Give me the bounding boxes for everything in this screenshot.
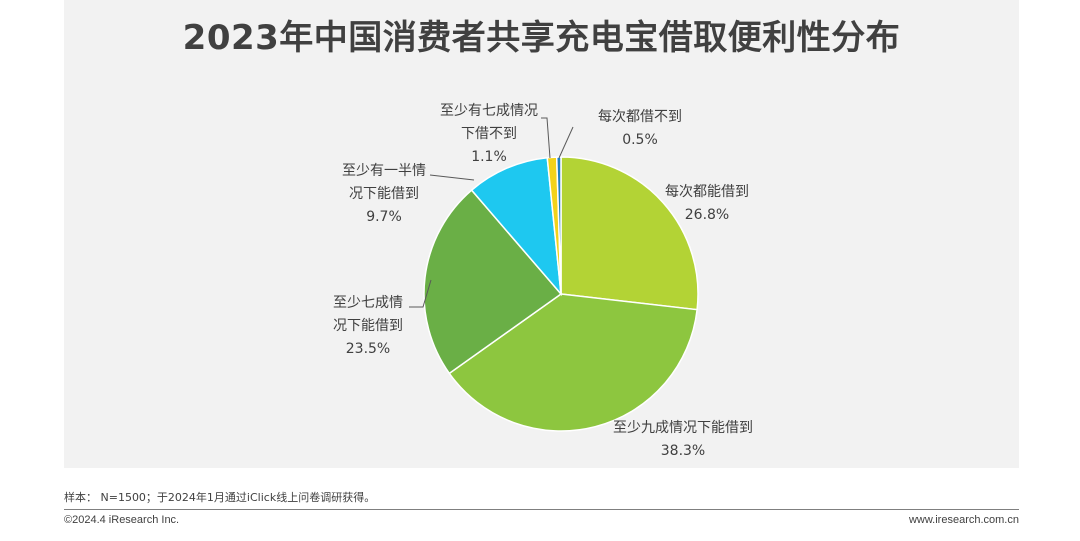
copyright: ©2024.4 iResearch Inc.: [64, 514, 180, 526]
slice-label-6: 每次都借不到 0.5%: [598, 109, 682, 148]
chart-title: 2023年中国消费者共享充电宝借取便利性分布: [182, 18, 901, 58]
pie-slice-3: [423, 189, 563, 375]
website: www.iresearch.com.cn: [908, 514, 1019, 526]
slice-label-5: 至少有七成情况下借不到 1.1%: [440, 103, 538, 165]
pie-slice-1: [560, 156, 699, 311]
slice-label-3: 至少七成情况下能借到 23.5%: [333, 295, 403, 357]
slice-label-1: 每次都能借到 26.8%: [665, 184, 749, 223]
leader-line-3: [409, 279, 432, 308]
sample-note: 样本： N=1500；于2024年1月通过iClick线上问卷调研获得。: [64, 491, 376, 504]
slice-label-4: 至少有一半情况下能借到 9.7%: [342, 163, 426, 225]
pie-slice-2: [448, 293, 698, 432]
slice-label-2: 至少九成情况下能借到 38.3%: [613, 420, 753, 459]
pie-slice-4: [470, 156, 562, 297]
leader-line-6: [558, 126, 574, 159]
pie-chart: 每次都能借到 26.8% 至少九成情况下能借到 38.3% 至少七成情况下能借到 23.5…: [333, 103, 753, 459]
leader-line-5: [541, 117, 551, 159]
leader-line-4: [429, 174, 475, 181]
pie-slice-6: [555, 156, 562, 295]
footer-divider: [64, 509, 1019, 510]
